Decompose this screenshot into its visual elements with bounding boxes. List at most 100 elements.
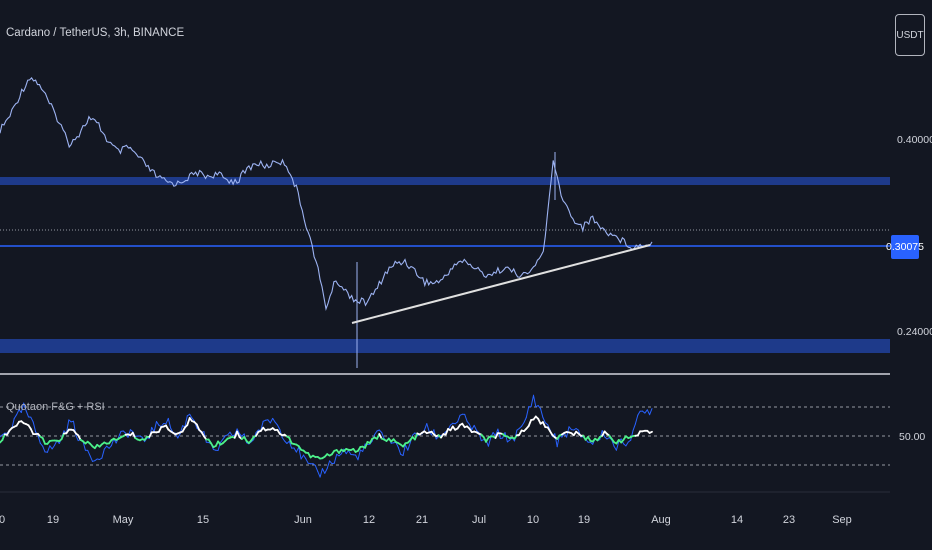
rsi-line-segment	[153, 421, 157, 433]
rsi-line-segment	[103, 445, 108, 450]
rsi-line-segment	[554, 433, 558, 448]
rsi-line-segment	[348, 450, 352, 455]
rsi-line-segment	[25, 410, 29, 418]
rsi-line-segment	[407, 442, 411, 451]
rsi-line-segment	[122, 430, 127, 434]
time-axis-label: 10	[526, 514, 540, 526]
rsi-line-segment	[537, 405, 542, 410]
rsi-line-segment	[293, 447, 297, 453]
fear-greed-line-segment	[288, 436, 293, 445]
rsi-line-segment	[523, 417, 527, 423]
price-pane[interactable]	[0, 77, 890, 368]
rsi-line-segment	[525, 406, 530, 418]
rsi-line-segment	[642, 410, 646, 414]
rsi-line-segment	[274, 421, 278, 426]
rsi-line-segment	[16, 409, 20, 416]
time-axis-label: Aug	[651, 514, 671, 526]
rsi-line-segment	[298, 446, 302, 460]
rsi-line-segment	[423, 423, 428, 431]
rsi-line-segment	[129, 429, 134, 433]
time-axis-label: 23	[782, 514, 796, 526]
rsi-line-segment	[101, 448, 105, 459]
rsi-line-segment	[324, 468, 328, 474]
rsi-line-segment	[563, 432, 568, 438]
symbol-title: Cardano / TetherUS, 3h, BINANCE	[6, 27, 185, 39]
fear-greed-line-segment	[41, 437, 46, 445]
currency-button[interactable]: USDT	[895, 14, 925, 56]
rsi-line-segment	[160, 423, 165, 428]
indicator-title: Quotaon F&G + RSI	[6, 401, 105, 413]
fear-greed-line-segment	[1, 433, 6, 441]
rsi-line-segment	[632, 423, 636, 432]
fear-greed-line-segment	[186, 417, 191, 427]
price-series-line	[0, 77, 653, 368]
fear-greed-line-segment	[364, 440, 369, 449]
indicator-axis-label: 50.00	[899, 431, 926, 443]
rsi-line-segment	[89, 455, 93, 462]
fear-greed-line-segment	[60, 432, 65, 441]
price-axis-label-lower: 0.24000	[897, 326, 932, 338]
rsi-line-segment	[37, 434, 41, 444]
rsi-line-segment	[167, 417, 172, 429]
rsi-line-segment	[20, 402, 25, 413]
rsi-line-segment	[13, 414, 18, 419]
rsi-line-segment	[189, 413, 193, 419]
rsi-series-line	[0, 394, 653, 478]
rsi-line-segment	[521, 422, 525, 427]
rsi-line-segment	[51, 444, 55, 450]
rsi-line-segment	[426, 423, 430, 432]
rsi-line-segment	[305, 458, 309, 464]
rsi-line-segment	[314, 464, 319, 472]
rsi-line-segment	[108, 445, 112, 449]
rsi-line-segment	[374, 430, 378, 435]
rsi-line-segment	[276, 424, 281, 430]
rsi-line-segment	[279, 428, 283, 438]
fear-greed-line-segment	[131, 431, 137, 439]
rsi-line-segment	[284, 440, 288, 444]
rsi-line-segment	[39, 442, 44, 447]
rsi-line-segment	[0, 434, 3, 438]
rsi-line-segment	[333, 453, 338, 464]
rsi-line-segment	[604, 436, 608, 440]
rsi-line-segment	[281, 436, 285, 442]
rsi-line-segment	[495, 428, 499, 437]
rsi-line-segment	[267, 419, 271, 424]
rsi-line-segment	[184, 415, 188, 428]
rsi-line-segment	[227, 431, 231, 436]
price-line-path	[0, 77, 653, 311]
rsi-line-segment	[288, 440, 293, 449]
rsi-line-segment	[345, 450, 349, 455]
time-axis-label: 21	[415, 514, 429, 526]
time-axis-label: 19	[46, 514, 60, 526]
rsi-line-segment	[46, 445, 51, 453]
rsi-line-segment	[156, 421, 160, 426]
rsi-line-segment	[236, 428, 240, 435]
rsi-line-segment	[397, 446, 402, 455]
time-axis-label: 14	[730, 514, 744, 526]
rsi-line-segment	[476, 430, 480, 434]
rsi-line-segment	[220, 438, 224, 443]
rsi-line-segment	[378, 429, 383, 433]
rsi-line-segment	[229, 431, 233, 437]
rsi-line-segment	[646, 409, 651, 416]
ascending-trendline	[351, 244, 651, 324]
rsi-line-segment	[75, 434, 79, 442]
rsi-line-segment	[106, 445, 110, 449]
rsi-line-segment	[540, 408, 544, 418]
rsi-line-segment	[319, 468, 323, 478]
rsi-line-segment	[468, 423, 473, 431]
rsi-line-segment	[165, 417, 169, 425]
rsi-line-segment	[466, 420, 470, 425]
current-price-tag: 0.30075	[886, 235, 924, 259]
rsi-line-segment	[623, 443, 627, 447]
rsi-line-segment	[49, 445, 53, 450]
fear-greed-line-segment	[29, 427, 35, 436]
indicator-pane[interactable]	[0, 394, 890, 478]
time-axis-label: Jul	[471, 514, 487, 526]
rsi-line-segment	[127, 429, 131, 438]
rsi-line-segment	[326, 460, 331, 469]
fear-greed-line-segment	[542, 421, 547, 429]
rsi-line-segment	[355, 454, 359, 461]
support-zone	[0, 339, 890, 353]
